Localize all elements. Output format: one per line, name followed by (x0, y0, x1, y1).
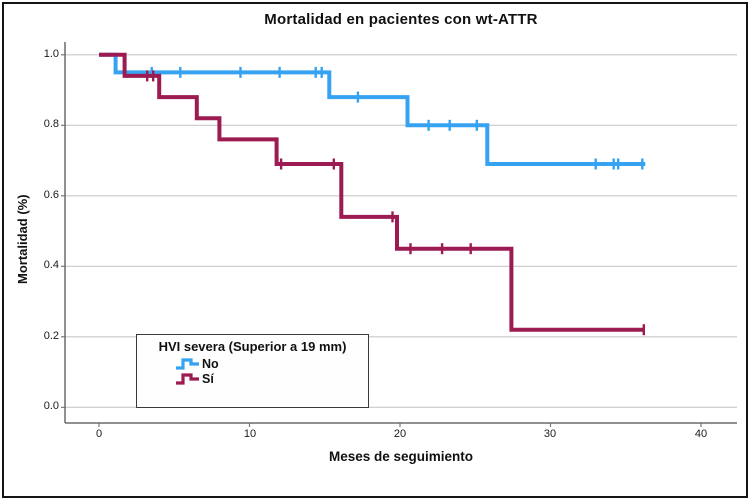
step-line-swatch-no-icon (176, 358, 199, 370)
x-tick-40: 40 (694, 428, 708, 440)
x-tick-10: 10 (243, 428, 257, 440)
y-tick-0.2: 0.2 (43, 330, 59, 342)
legend-label-si: Sí (202, 371, 214, 386)
legend-item-si: Sí (175, 371, 368, 386)
x-tick-30: 30 (543, 428, 557, 440)
x-axis-label: Meses de seguimiento (328, 449, 474, 464)
legend-item-no: No (175, 356, 368, 371)
legend-label-no: No (202, 356, 219, 371)
y-tick-0.8: 0.8 (43, 118, 59, 130)
x-tick-0: 0 (95, 428, 103, 440)
step-line-swatch-si-icon (176, 373, 199, 385)
y-tick-0.4: 0.4 (43, 259, 59, 271)
y-tick-0.6: 0.6 (43, 189, 59, 201)
chart-title: Mortalidad en pacientes con wt-ATTR (264, 11, 538, 28)
y-tick-0.0: 0.0 (43, 400, 59, 412)
legend: HVI severa (Superior a 19 mm) No Sí (136, 334, 369, 408)
x-tick-20: 20 (393, 428, 407, 440)
y-tick-1.0: 1.0 (43, 48, 59, 60)
legend-title: HVI severa (Superior a 19 mm) (158, 339, 347, 354)
